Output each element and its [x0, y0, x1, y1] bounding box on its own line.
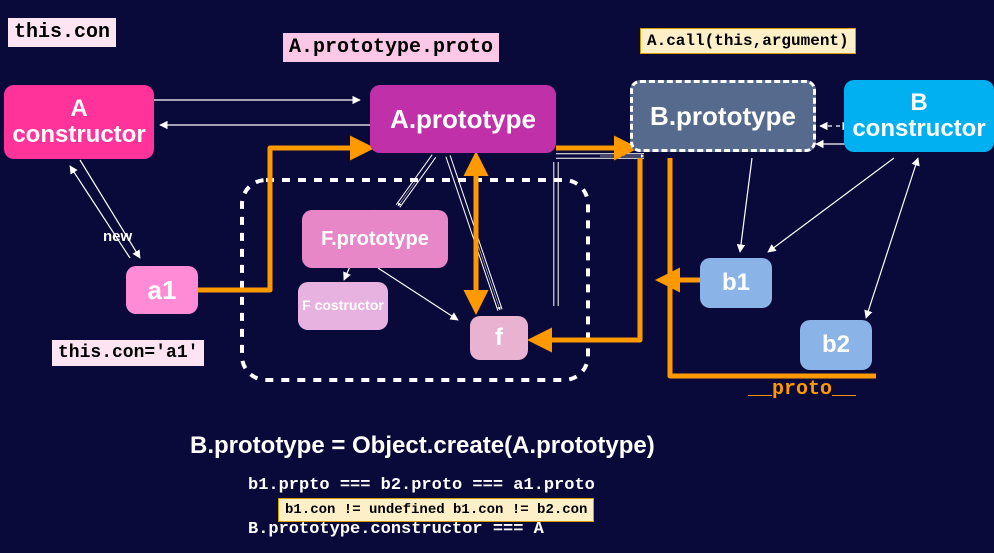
label-b1_con: b1.con != undefined b1.con != b2.con [278, 498, 594, 522]
node-f_ctor: F costructor [298, 282, 388, 330]
node-b1: b1 [700, 258, 772, 308]
node-a_proto: A.prototype [370, 85, 556, 153]
text-main_caption: B.prototype = Object.create(A.prototype) [190, 432, 655, 460]
text-eq1: b1.prpto === b2.proto === a1.proto [248, 476, 595, 495]
label-a_proto_proto: A.prototype.proto [283, 33, 499, 62]
node-b_proto: B.prototype [630, 80, 816, 152]
node-b2: b2 [800, 320, 872, 370]
label-this_con_a1: this.con='a1' [52, 340, 204, 366]
label-a_call: A.call(this,argument) [640, 28, 856, 54]
text-proto_under: __proto__ [748, 378, 856, 401]
node-f: f [470, 316, 528, 360]
node-b_ctor: B constructor [844, 80, 994, 152]
label-this_con: this.con [8, 18, 116, 47]
node-a_ctor: A constructor [4, 85, 154, 159]
node-f_proto: F.prototype [302, 210, 448, 268]
text-eq2: B.prototype.constructor === A [248, 520, 544, 539]
text-new: new [103, 228, 132, 245]
node-a1: a1 [126, 266, 198, 314]
